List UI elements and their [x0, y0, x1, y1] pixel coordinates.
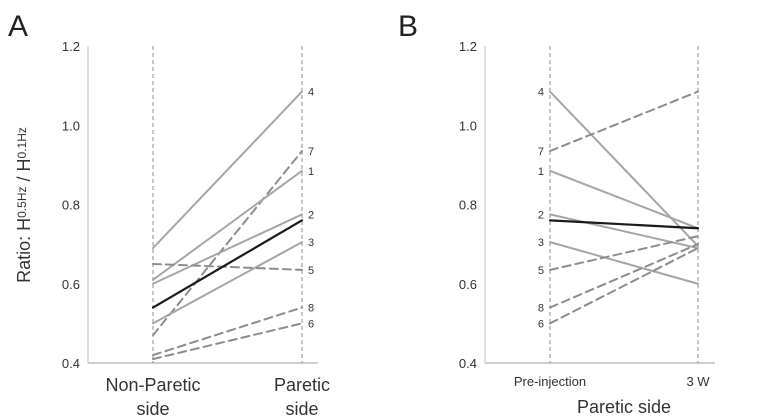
subject-label: 8: [308, 303, 314, 315]
panel-b: B 0.4 0.6 0.8 1.0 1.2 Pre-injection 3 W Paretic …: [398, 10, 715, 417]
y-tick-label: 0.6: [62, 277, 80, 292]
subject-line-2: [549, 213, 699, 250]
subject-label: 6: [308, 318, 314, 330]
subject-line-8: [152, 306, 303, 357]
subject-label: 4: [538, 87, 544, 99]
x-category-label: side: [136, 399, 169, 419]
y-label-main: Ratio: H: [14, 218, 34, 283]
subject-label: 4: [308, 87, 314, 99]
subject-line-8: [549, 243, 699, 309]
x-axis-title: Paretic side: [577, 397, 671, 417]
subject-line-4: [152, 90, 303, 250]
x-category-label: 3 W: [686, 374, 710, 389]
mean-line: [548, 219, 700, 230]
y-tick-label: 1.0: [459, 118, 477, 133]
x-category-label: Pre-injection: [514, 374, 586, 389]
x-category-label: Paretic: [274, 375, 330, 395]
subject-label: 3: [308, 237, 314, 249]
subject-line-6: [549, 247, 699, 325]
x-category-label: side: [285, 399, 318, 419]
subject-line-6: [152, 322, 303, 361]
y-tick-label: 0.6: [459, 277, 477, 292]
mean-line: [151, 219, 304, 309]
subject-line-4: [549, 90, 699, 248]
subject-label: 5: [538, 265, 544, 277]
y-tick-label: 0.4: [459, 356, 477, 371]
panel-letter: B: [398, 10, 418, 43]
subject-line-2: [152, 213, 303, 285]
subject-label: 2: [308, 209, 314, 221]
y-tick-label: 0.8: [459, 198, 477, 213]
y-tick-label: 1.0: [62, 118, 80, 133]
y-axis-label: Ratio: H0.5Hz / H0.1Hz: [14, 127, 34, 283]
panel-a: A 0.4 0.6 0.8 1.0 1.2 Non-Paretic side Paretic si…: [8, 10, 330, 419]
subject-label: 7: [308, 146, 314, 158]
subject-label: 5: [308, 265, 314, 277]
subject-label: 2: [538, 209, 544, 221]
subject-label: 8: [538, 303, 544, 315]
subject-line-5: [152, 262, 303, 271]
subject-label: 7: [538, 146, 544, 158]
subject-line-5: [549, 235, 699, 271]
y-tick-label: 0.8: [62, 198, 80, 213]
subject-label: 1: [538, 166, 544, 178]
y-label-sep: / H: [14, 158, 34, 186]
subject-line-3: [549, 241, 699, 285]
y-label-sub2: 0.1Hz: [15, 127, 29, 158]
subject-line-7: [152, 150, 303, 337]
y-label-sub1: 0.5Hz: [15, 186, 29, 217]
panel-letter: A: [8, 10, 28, 43]
subject-label: 6: [538, 318, 544, 330]
y-tick-label: 1.2: [62, 39, 80, 54]
subject-label: 1: [308, 166, 314, 178]
y-tick-label: 0.4: [62, 356, 80, 371]
subject-line-1: [549, 169, 699, 230]
y-tick-label: 1.2: [459, 39, 477, 54]
subject-line-3: [152, 241, 303, 325]
subject-line-7: [549, 90, 699, 153]
subject-label: 3: [538, 237, 544, 249]
subject-line-1: [152, 169, 303, 281]
x-category-label: Non-Paretic: [105, 375, 200, 395]
